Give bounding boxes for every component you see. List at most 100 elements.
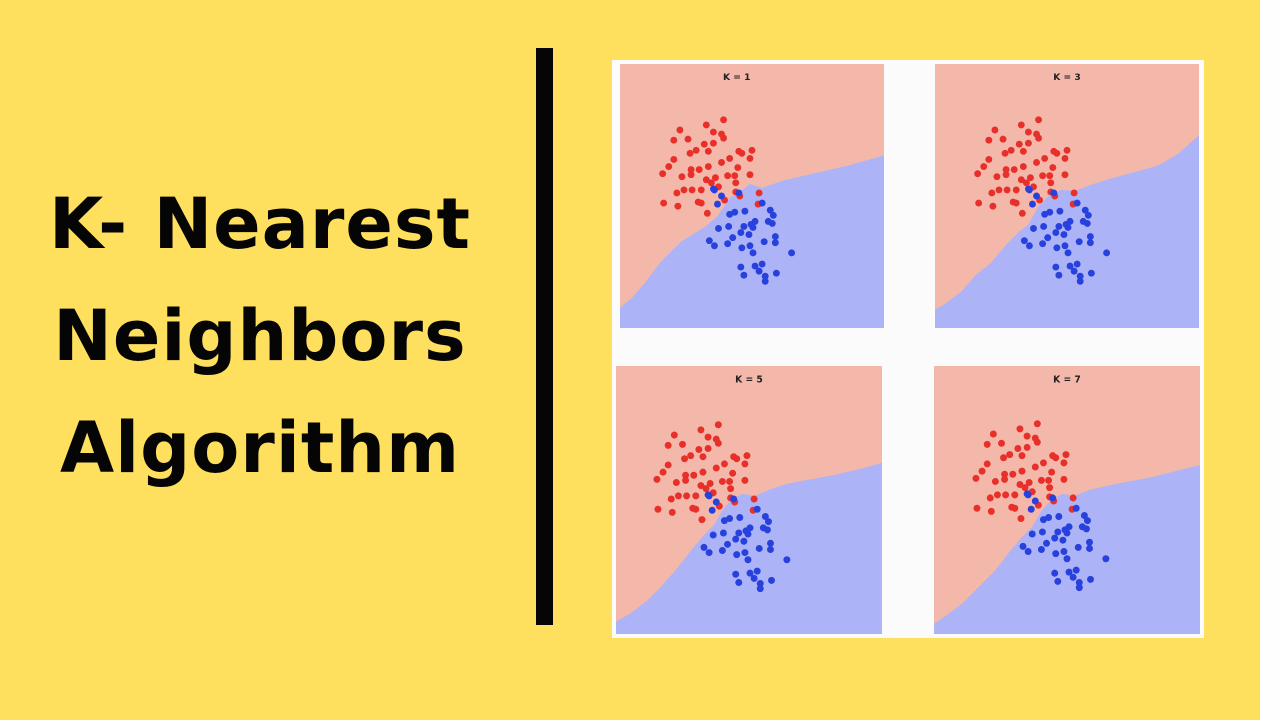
blue-class-point: [1043, 539, 1051, 547]
red-class-point: [672, 478, 680, 486]
red-class-point: [720, 116, 728, 124]
blue-class-point: [755, 267, 763, 275]
blue-class-point: [769, 211, 777, 219]
blue-class-point: [763, 526, 771, 534]
red-class-point: [682, 471, 690, 479]
red-class-point: [991, 126, 999, 134]
red-class-point: [1003, 186, 1011, 194]
red-class-point: [1001, 470, 1009, 478]
blue-class-point: [768, 576, 775, 584]
blue-class-point: [1103, 249, 1111, 257]
red-class-point: [687, 166, 695, 174]
red-class-point: [1031, 463, 1039, 471]
red-class-region: [935, 64, 1199, 310]
title-line-3: Algorithm: [59, 407, 461, 489]
red-class-point: [699, 453, 707, 461]
red-class-point: [1023, 443, 1031, 451]
blue-class-point: [1055, 512, 1063, 520]
red-class-point: [1060, 459, 1068, 467]
red-class-point: [998, 439, 1006, 447]
blue-class-point: [1052, 263, 1060, 271]
red-class-point: [673, 189, 681, 197]
red-class-point: [1048, 468, 1056, 476]
knn-plot-k3: K = 3: [935, 64, 1199, 328]
red-class-point: [1070, 189, 1078, 197]
blue-class-point: [1063, 529, 1071, 537]
blue-class-point: [760, 238, 768, 246]
red-class-point: [989, 202, 997, 210]
red-class-point: [985, 155, 993, 163]
blue-class-point: [758, 260, 766, 268]
red-class-point: [734, 164, 742, 172]
blue-class-point: [1061, 242, 1069, 250]
knn-plot-k5: K = 5: [616, 366, 882, 634]
blue-class-point: [709, 185, 717, 193]
red-class-point: [987, 507, 995, 515]
blue-class-point: [1063, 555, 1071, 563]
red-class-point: [704, 444, 712, 452]
red-class-point: [975, 199, 983, 207]
red-class-point: [750, 495, 758, 503]
blue-class-point: [715, 225, 722, 232]
blue-class-point: [1020, 237, 1028, 245]
red-class-point: [1062, 451, 1070, 459]
right-edge-strip: [1260, 0, 1280, 720]
blue-class-point: [1076, 277, 1084, 285]
red-class-point: [679, 440, 686, 448]
blue-class-point: [1039, 516, 1047, 524]
blue-class-point: [704, 491, 712, 499]
title-line-2: Neighbors: [53, 295, 467, 377]
blue-class-point: [1030, 225, 1037, 232]
blue-class-point: [1074, 543, 1082, 551]
blue-class-point: [741, 207, 749, 215]
red-class-point: [1035, 116, 1043, 124]
plot-title: K = 7: [1053, 374, 1081, 385]
blue-class-point: [1072, 566, 1080, 574]
blue-class-point: [726, 210, 734, 218]
red-class-point: [1014, 444, 1022, 452]
blue-class-point: [730, 495, 738, 503]
red-class-point: [989, 430, 997, 438]
red-class-point: [733, 455, 741, 463]
blue-class-point: [767, 545, 774, 553]
blue-class-point: [1033, 192, 1040, 200]
blue-class-point: [1066, 262, 1074, 270]
blue-class-point: [746, 242, 754, 250]
blue-class-point: [1060, 231, 1068, 239]
red-class-point: [670, 431, 678, 439]
red-class-point: [699, 468, 707, 476]
red-class-point: [668, 508, 676, 516]
blue-class-point: [761, 512, 769, 520]
red-class-point: [1049, 164, 1057, 172]
blue-class-point: [1050, 189, 1058, 197]
red-class-point: [746, 171, 754, 179]
red-class-point: [1047, 179, 1055, 187]
blue-class-point: [1084, 211, 1092, 219]
blue-class-point: [1075, 584, 1083, 592]
plot-title: K = 3: [1053, 73, 1080, 83]
blue-class-point: [1052, 229, 1060, 237]
blue-class-point: [744, 556, 752, 564]
title-line-1: K- Nearest: [48, 183, 471, 265]
red-class-point: [720, 134, 728, 142]
plot-title: K = 1: [723, 73, 750, 83]
blue-class-point: [1052, 550, 1060, 558]
red-class-point: [1017, 121, 1025, 129]
red-class-point: [1017, 176, 1025, 184]
red-class-point: [973, 504, 981, 512]
red-class-point: [682, 476, 690, 484]
red-class-point: [702, 121, 710, 129]
knn-plot-k1: K = 1: [620, 64, 884, 328]
red-class-point: [1052, 454, 1060, 462]
blue-class-point: [753, 567, 761, 575]
red-class-point: [995, 186, 1003, 194]
red-class-point: [659, 468, 667, 476]
blue-class-point: [1055, 223, 1063, 230]
red-class-point: [687, 452, 695, 460]
red-class-point: [694, 198, 702, 206]
red-class-point: [978, 467, 986, 475]
red-class-point: [711, 174, 719, 182]
blue-class-point: [724, 540, 731, 548]
blue-class-point: [736, 514, 744, 522]
blue-class-point: [751, 262, 759, 270]
